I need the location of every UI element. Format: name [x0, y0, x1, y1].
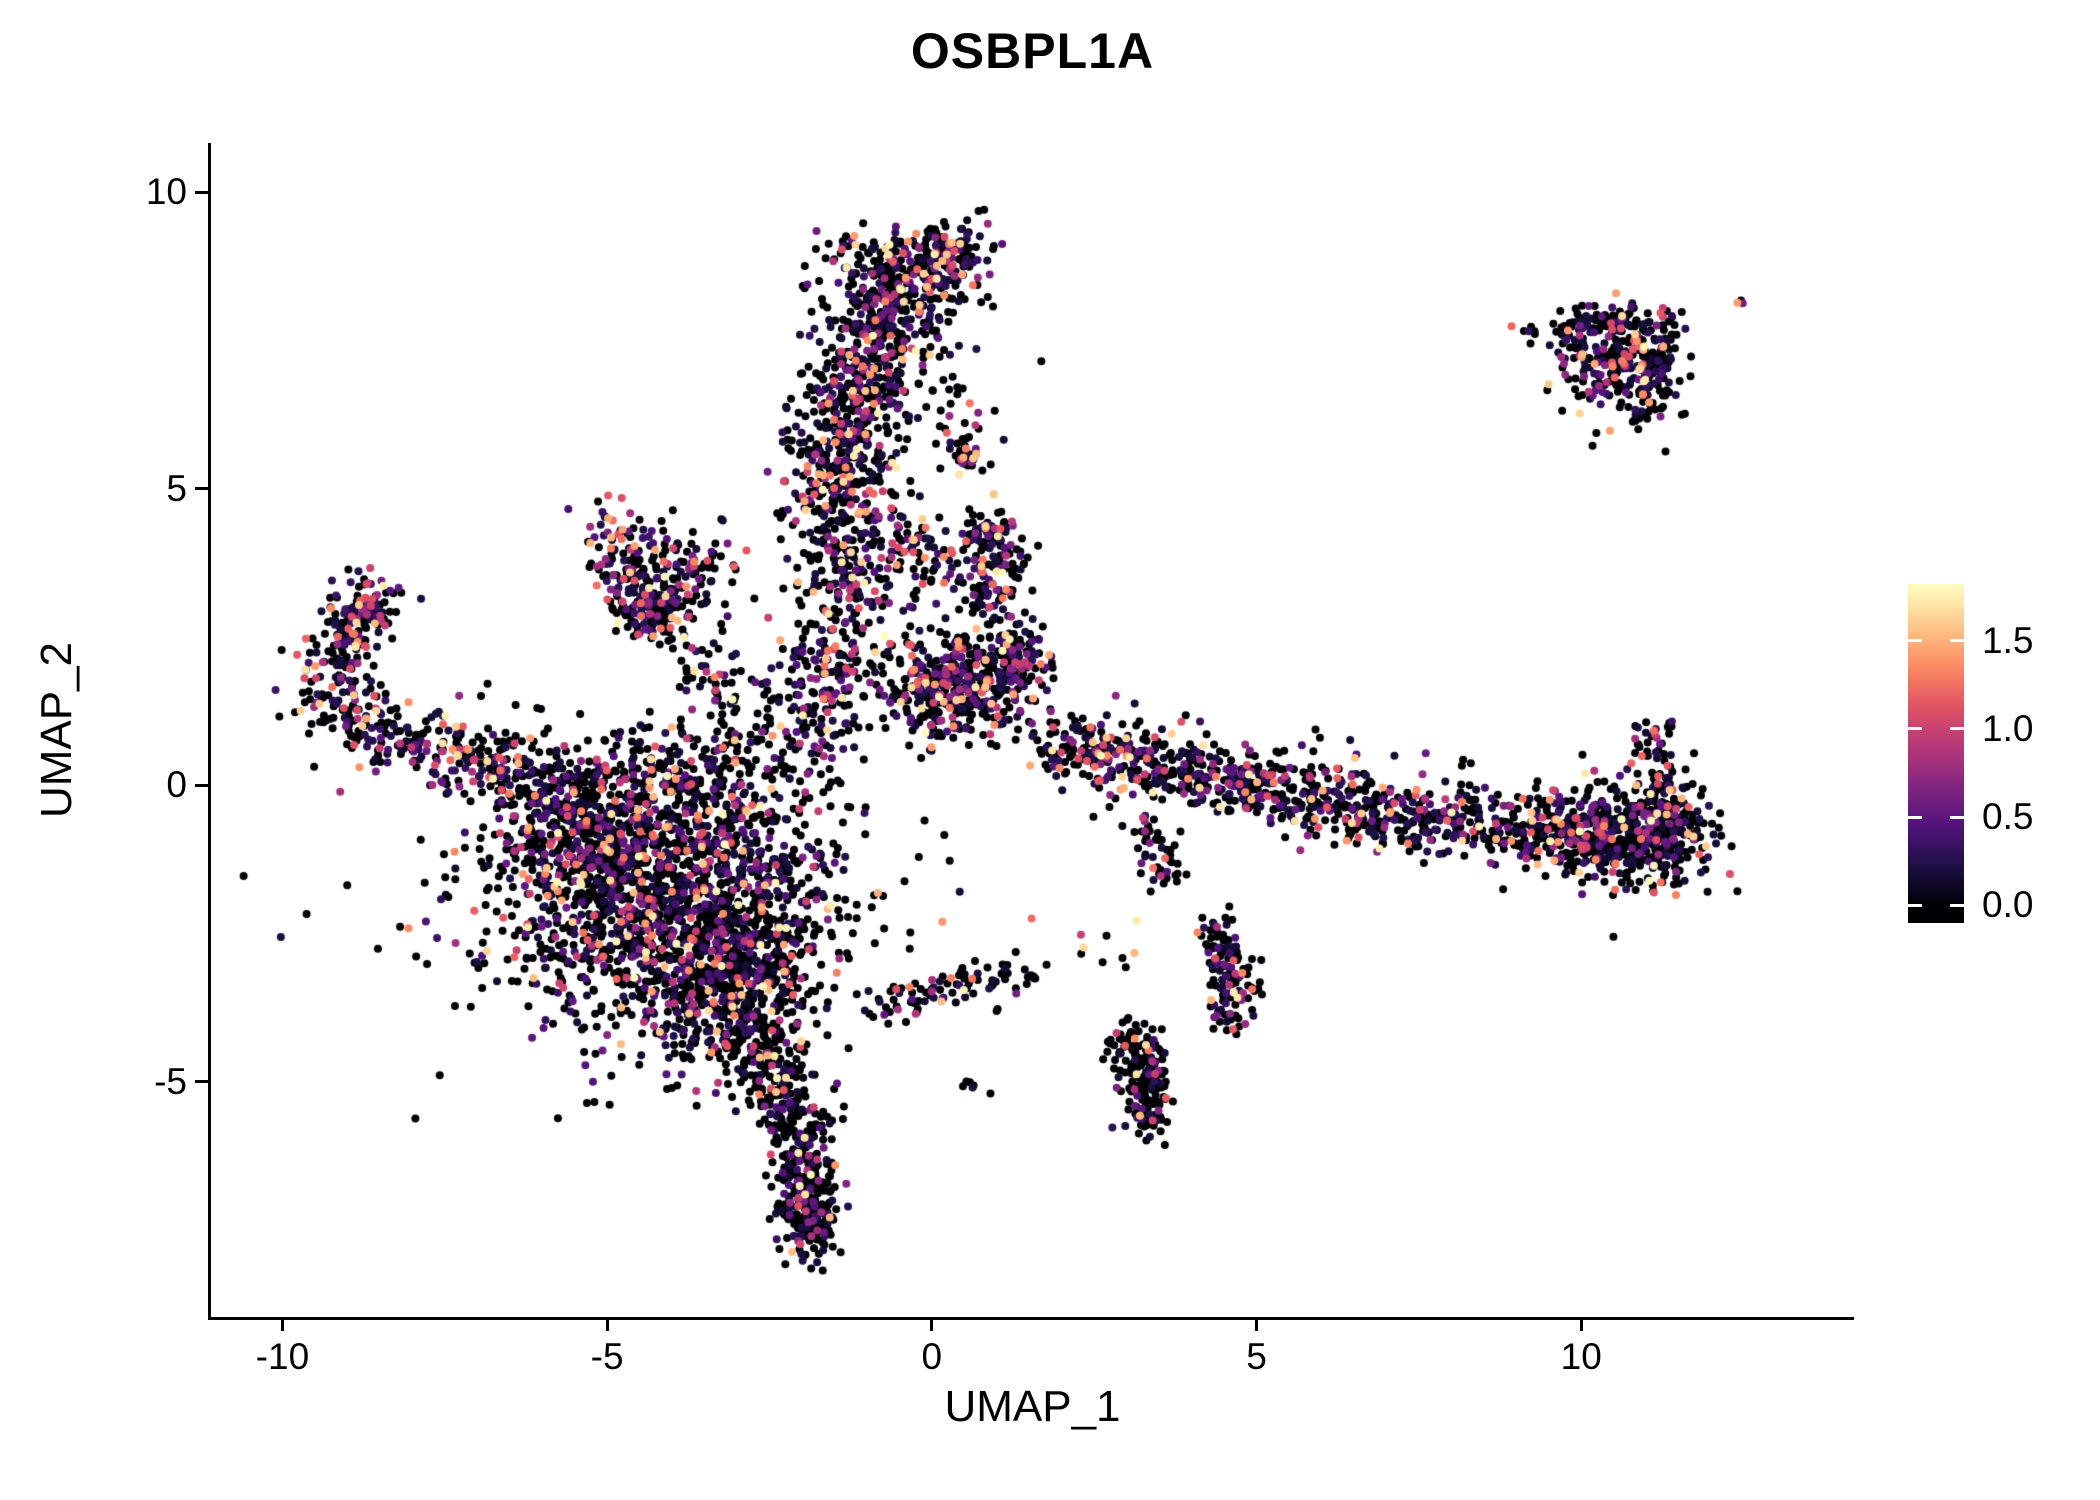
- colorbar-tick-label: 0.0: [1982, 884, 2034, 926]
- colorbar-tick-mark: [1908, 815, 1922, 819]
- y-tick-label: 0: [166, 764, 187, 806]
- colorbar-tick-mark: [1908, 727, 1922, 731]
- y-tick-label: 5: [166, 467, 187, 509]
- x-axis-title: UMAP_1: [944, 1382, 1121, 1431]
- x-tick-mark: [605, 1318, 609, 1331]
- y-axis-title: UMAP_2: [32, 641, 81, 819]
- x-tick-mark: [1255, 1318, 1259, 1331]
- x-tick-label: 10: [1560, 1336, 1602, 1377]
- colorbar-tick-label: 1.0: [1982, 707, 2034, 749]
- x-tick-label: -5: [590, 1336, 624, 1377]
- colorbar-tick-mark: [1950, 639, 1964, 642]
- plot-panel: [208, 143, 1854, 1320]
- y-tick-label: 10: [145, 171, 187, 213]
- plot-title: OSBPL1A: [910, 23, 1155, 79]
- x-tick-label: 0: [921, 1336, 943, 1377]
- colorbar: [1908, 584, 1964, 923]
- colorbar-gradient: [1908, 584, 1964, 923]
- colorbar-tick-mark: [1950, 815, 1964, 819]
- colorbar-tick-mark: [1950, 727, 1964, 731]
- y-tick-mark: [195, 190, 208, 194]
- y-tick-mark: [195, 1080, 208, 1084]
- umap-scatter-canvas: [211, 143, 1854, 1317]
- x-tick-mark: [1579, 1318, 1583, 1331]
- y-tick-mark: [195, 487, 208, 491]
- colorbar-tick-label: 0.5: [1982, 796, 2034, 838]
- y-tick-label: -5: [154, 1060, 187, 1102]
- colorbar-tick-mark: [1950, 903, 1964, 907]
- y-tick-mark: [195, 783, 208, 787]
- x-tick-label: -10: [255, 1336, 310, 1377]
- colorbar-tick-mark: [1908, 903, 1922, 907]
- x-tick-mark: [280, 1318, 284, 1331]
- colorbar-tick-mark: [1908, 639, 1922, 642]
- x-tick-label: 5: [1246, 1336, 1267, 1377]
- colorbar-tick-label: 1.5: [1982, 619, 2034, 661]
- x-tick-mark: [930, 1318, 934, 1331]
